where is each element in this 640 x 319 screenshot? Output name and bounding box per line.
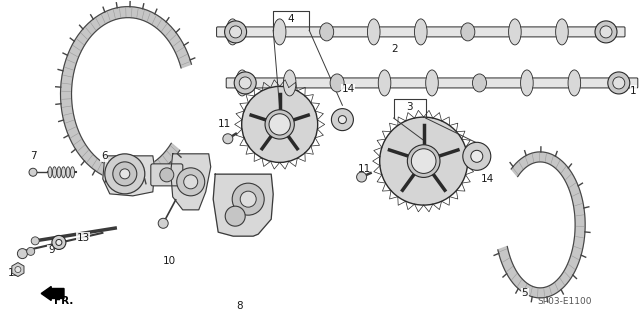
Text: 8: 8 (237, 301, 243, 311)
FancyBboxPatch shape (216, 27, 625, 37)
Polygon shape (213, 174, 273, 236)
Ellipse shape (378, 70, 391, 96)
Ellipse shape (426, 70, 438, 96)
Text: 3: 3 (406, 102, 413, 112)
Ellipse shape (236, 70, 248, 96)
Circle shape (158, 218, 168, 228)
Ellipse shape (415, 19, 427, 45)
Polygon shape (171, 154, 211, 210)
Text: 1: 1 (630, 86, 637, 96)
Polygon shape (103, 156, 155, 196)
Circle shape (463, 142, 491, 170)
Text: FR.: FR. (54, 296, 74, 307)
Circle shape (232, 183, 264, 215)
Ellipse shape (330, 74, 344, 92)
Ellipse shape (284, 70, 296, 96)
Circle shape (120, 169, 130, 179)
Circle shape (29, 168, 37, 176)
Circle shape (269, 114, 291, 135)
Circle shape (52, 235, 66, 249)
Text: 5: 5 (522, 288, 528, 299)
Circle shape (595, 21, 617, 43)
Ellipse shape (367, 19, 380, 45)
Ellipse shape (568, 70, 580, 96)
Ellipse shape (520, 70, 533, 96)
Ellipse shape (509, 19, 521, 45)
Circle shape (230, 26, 242, 38)
Text: 2: 2 (392, 44, 398, 55)
Circle shape (239, 77, 251, 89)
Ellipse shape (57, 167, 61, 178)
Ellipse shape (66, 167, 70, 178)
Ellipse shape (472, 74, 486, 92)
Ellipse shape (273, 19, 286, 45)
Circle shape (225, 21, 246, 43)
Ellipse shape (461, 23, 475, 41)
Text: 9: 9 (48, 245, 54, 256)
Circle shape (600, 26, 612, 38)
Circle shape (265, 110, 294, 139)
Circle shape (184, 175, 198, 189)
Circle shape (380, 117, 468, 205)
Circle shape (339, 115, 346, 124)
Circle shape (105, 154, 145, 194)
Ellipse shape (52, 167, 56, 178)
Circle shape (234, 72, 256, 94)
Text: SP03-E1100: SP03-E1100 (537, 297, 592, 306)
Circle shape (408, 145, 440, 177)
Circle shape (412, 149, 436, 174)
Ellipse shape (70, 167, 74, 178)
Text: 10: 10 (163, 256, 176, 266)
Ellipse shape (320, 23, 333, 41)
Ellipse shape (556, 19, 568, 45)
Circle shape (332, 109, 353, 130)
Text: 11: 11 (358, 164, 371, 174)
Text: 7: 7 (31, 151, 37, 161)
Circle shape (471, 150, 483, 162)
Text: 14: 14 (342, 84, 355, 94)
Text: 12: 12 (8, 268, 21, 278)
Polygon shape (498, 152, 585, 298)
Circle shape (31, 237, 39, 245)
Circle shape (160, 168, 174, 182)
Circle shape (356, 172, 367, 182)
Ellipse shape (61, 167, 65, 178)
Circle shape (27, 247, 35, 256)
Circle shape (177, 168, 205, 196)
Polygon shape (61, 7, 191, 182)
Text: 14: 14 (481, 174, 494, 184)
Ellipse shape (48, 167, 52, 178)
Circle shape (240, 191, 256, 207)
Text: 4: 4 (288, 14, 294, 24)
Text: 6: 6 (101, 151, 108, 161)
FancyArrow shape (41, 286, 64, 300)
Circle shape (608, 72, 630, 94)
Circle shape (56, 240, 62, 245)
FancyBboxPatch shape (151, 164, 183, 186)
Circle shape (113, 162, 137, 186)
Ellipse shape (602, 23, 616, 41)
Circle shape (17, 249, 28, 259)
FancyBboxPatch shape (226, 78, 638, 88)
Circle shape (15, 267, 21, 272)
Circle shape (225, 206, 245, 226)
Circle shape (223, 134, 233, 144)
Circle shape (613, 77, 625, 89)
Ellipse shape (227, 19, 239, 45)
Text: 13: 13 (77, 233, 90, 243)
Circle shape (242, 86, 317, 162)
Text: 11: 11 (218, 119, 230, 130)
Ellipse shape (615, 74, 628, 92)
